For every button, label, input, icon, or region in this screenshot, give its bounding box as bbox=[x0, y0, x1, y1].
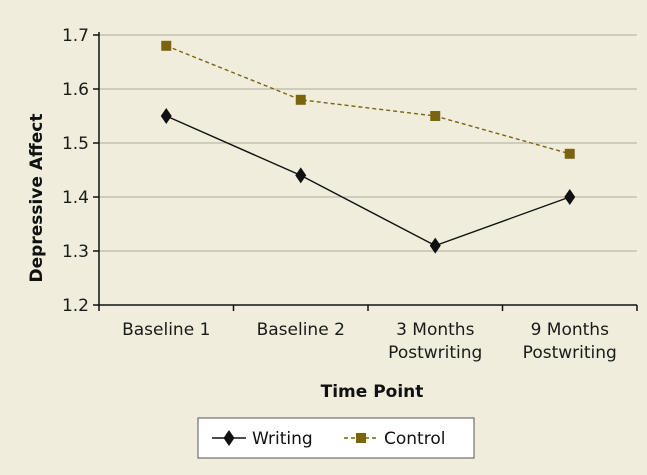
legend-marker-control bbox=[356, 433, 366, 443]
y-tick-label-2: 1.4 bbox=[62, 188, 89, 208]
legend-label-writing: Writing bbox=[252, 429, 313, 449]
x-tick-label-0: Baseline 1 bbox=[122, 320, 210, 340]
writing-point-0 bbox=[160, 108, 172, 124]
x-axis-title: Time Point bbox=[321, 382, 424, 402]
series-line-control bbox=[165, 45, 570, 155]
gridlines bbox=[99, 34, 637, 252]
legend-label-control: Control bbox=[384, 429, 445, 449]
y-tick-label-5: 1.7 bbox=[62, 26, 89, 46]
x-tick-label-3: 9 Months Postwriting bbox=[523, 320, 617, 363]
legend-item-control: Control bbox=[344, 429, 445, 449]
series-line-writing bbox=[165, 115, 570, 247]
control-point-0 bbox=[161, 40, 172, 51]
writing-point-1 bbox=[295, 167, 307, 184]
control-point-1 bbox=[295, 94, 306, 105]
y-axis-title: Depressive Affect bbox=[27, 114, 47, 283]
writing-point-3 bbox=[564, 189, 576, 205]
writing-point-2 bbox=[429, 237, 441, 254]
legend-item-writing: Writing bbox=[212, 429, 313, 449]
y-tick-label-3: 1.5 bbox=[62, 134, 89, 154]
y-tick-labels: 1.2 1.3 1.4 1.5 1.6 1.7 bbox=[62, 26, 99, 316]
series bbox=[160, 40, 576, 254]
y-tick-label-4: 1.6 bbox=[62, 80, 89, 100]
axes bbox=[98, 32, 637, 306]
y-tick-label-1: 1.3 bbox=[62, 242, 89, 262]
control-point-3 bbox=[564, 148, 575, 159]
legend-marker-writing bbox=[223, 430, 235, 446]
x-tick-label-1: Baseline 2 bbox=[257, 320, 345, 340]
series-control bbox=[161, 40, 575, 159]
series-writing bbox=[160, 108, 576, 254]
legend: Writing Control bbox=[197, 417, 475, 459]
control-point-2 bbox=[430, 111, 441, 121]
x-tick-labels: Baseline 1 Baseline 2 3 Months Postwriting 9… bbox=[98, 305, 638, 363]
y-tick-label-0: 1.2 bbox=[62, 296, 89, 316]
x-tick-label-2: 3 Months Postwriting bbox=[388, 320, 482, 363]
